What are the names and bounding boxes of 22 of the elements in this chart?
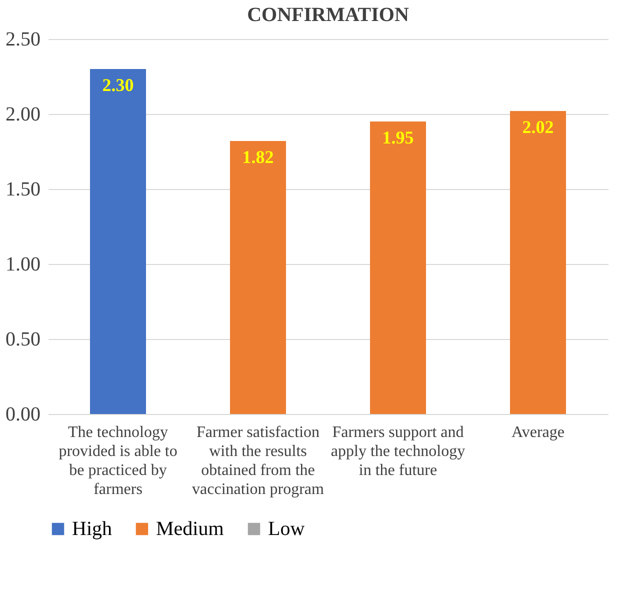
y-tick-label: 0.50 xyxy=(6,328,40,350)
legend-label: High xyxy=(72,518,112,540)
chart-title: CONFIRMATION xyxy=(247,4,410,26)
data-label: 1.82 xyxy=(242,147,274,167)
x-tick-label: Farmers support and apply the technology in the future xyxy=(330,424,466,479)
x-tick-label: Average xyxy=(512,424,564,441)
y-tick-label: 0.00 xyxy=(6,404,40,426)
x-tick-label: The technology provided is able to be practiced by farmers xyxy=(58,424,178,498)
bar xyxy=(510,111,566,414)
y-tick-label: 1.00 xyxy=(6,254,40,276)
y-tick-label: 1.50 xyxy=(6,178,40,200)
y-tick-label: 2.00 xyxy=(6,104,40,126)
x-tick-label: Farmer satisfaction with the results obtained from the vaccination program xyxy=(192,424,325,498)
bar xyxy=(230,141,286,414)
bar xyxy=(90,69,146,414)
data-label: 1.95 xyxy=(382,128,414,148)
data-label: 2.02 xyxy=(522,117,554,137)
bar xyxy=(370,122,426,414)
legend-label: Medium xyxy=(156,518,224,540)
data-label: 2.30 xyxy=(102,75,134,95)
legend-label: Low xyxy=(268,518,306,540)
y-tick-label: 2.50 xyxy=(6,28,40,50)
